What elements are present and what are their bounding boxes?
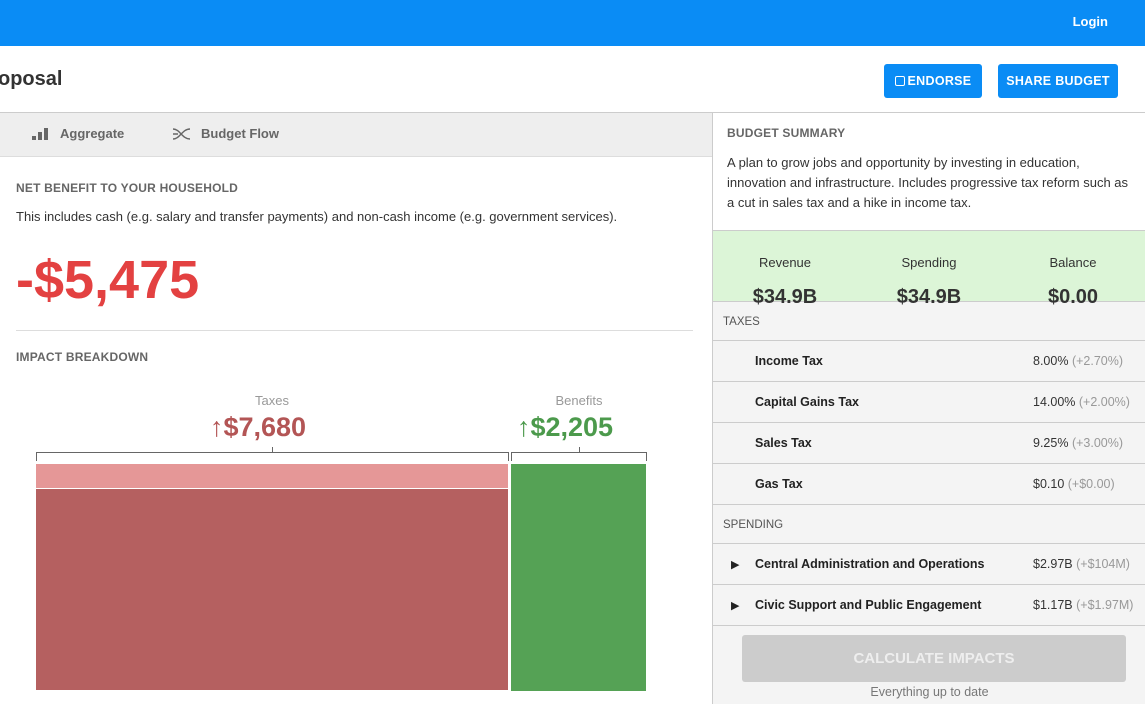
tax-row[interactable]: Sales Tax 9.25% (+3.00%) [713, 423, 1145, 464]
taxes-label: Taxes [255, 393, 289, 408]
bar-chart-icon [32, 127, 48, 140]
benefit-block [511, 464, 646, 691]
spending-value: $2.97B [1033, 557, 1073, 571]
tax-row[interactable]: Gas Tax $0.10 (+$0.00) [713, 464, 1145, 505]
tax-block-minor [36, 464, 508, 488]
tab-budget-flow[interactable]: Budget Flow [172, 126, 279, 141]
spending-value: $34.9B [896, 286, 962, 308]
balance-box: Revenue $34.9B Spending $34.9B Balance $0.0… [713, 230, 1145, 308]
endorse-label: ENDORSE [907, 74, 972, 88]
balance-label: Balance [1049, 255, 1097, 270]
budget-summary-panel: BUDGET SUMMARY A plan to grow jobs and o… [712, 113, 1145, 704]
net-benefit-description: This includes cash (e.g. salary and tran… [16, 209, 618, 224]
spending-row[interactable]: ▶ Civic Support and Public Engagement $1.1… [713, 585, 1145, 626]
tax-delta: (+2.70%) [1071, 354, 1124, 368]
tax-row[interactable]: Income Tax 8.00% (+2.70%) [713, 341, 1145, 382]
tab-label: Aggregate [60, 126, 125, 141]
net-benefit-heading: NET BENEFIT TO YOUR HOUSEHOLD [16, 181, 239, 195]
tax-delta: (+2.00%) [1078, 395, 1130, 409]
tax-row[interactable]: Capital Gains Tax 14.00% (+2.00%) [713, 382, 1145, 423]
spending-delta: (+$1.97M) [1076, 598, 1134, 612]
calc-status: Everything up to date [870, 685, 989, 699]
tab-aggregate[interactable]: Aggregate [32, 126, 124, 141]
tax-name: Income Tax [755, 354, 823, 368]
flow-icon [172, 127, 191, 140]
spending-delta: (+$104M) [1076, 557, 1130, 571]
budget-summary-heading: BUDGET SUMMARY [727, 126, 846, 140]
login-link[interactable]: Login [1072, 14, 1108, 29]
view-tabs: Aggregate Budget Flow [0, 113, 712, 157]
taxes-value: ↑$7,680 [209, 412, 307, 442]
tab-label: Budget Flow [201, 126, 279, 141]
tax-name: Capital Gains Tax [755, 395, 859, 409]
taxes-bracket [36, 447, 509, 461]
tax-name: Sales Tax [755, 436, 812, 450]
spending-name: Civic Support and Public Engagement [755, 598, 982, 612]
spending-row[interactable]: ▶ Central Administration and Operations $2… [713, 544, 1145, 585]
calculate-impacts-button[interactable]: CALCULATE IMPACTS [742, 635, 1126, 682]
benefits-value: ↑$2,205 [516, 412, 614, 442]
tax-block-major [36, 489, 508, 690]
endorse-button[interactable]: ENDORSE [884, 64, 982, 98]
spending-name: Central Administration and Operations [755, 557, 985, 571]
impact-treemap [36, 447, 647, 691]
impact-breakdown-heading: IMPACT BREAKDOWN [16, 350, 149, 364]
revenue-value: $34.9B [752, 286, 818, 308]
tax-value: $0.10 [1033, 477, 1065, 491]
spending-label: Spending [901, 255, 957, 270]
share-budget-button[interactable]: SHARE BUDGET [998, 64, 1118, 98]
expand-triangle-icon[interactable]: ▶ [731, 599, 740, 612]
balance-value: $0.00 [1047, 286, 1099, 308]
title-bar: oposal ENDORSE SHARE BUDGET [0, 46, 1145, 113]
top-bar: Login [0, 0, 1145, 46]
net-benefit-value: -$5,475 [16, 250, 200, 310]
divider [16, 330, 693, 331]
spending-section-heading: SPENDING [713, 505, 1145, 544]
spending-value: $1.17B [1033, 598, 1073, 612]
tax-name: Gas Tax [755, 477, 803, 491]
page-title: oposal [0, 68, 63, 90]
tax-delta: (+3.00%) [1071, 436, 1124, 450]
checkbox-icon [894, 76, 905, 86]
tax-delta: (+$0.00) [1067, 477, 1115, 491]
taxes-section-heading: TAXES [713, 302, 1145, 341]
budget-summary-text: A plan to grow jobs and opportunity by i… [727, 155, 1129, 210]
impact-panel: NET BENEFIT TO YOUR HOUSEHOLD This inclu… [0, 157, 712, 704]
tax-value: 8.00% [1033, 354, 1069, 368]
expand-triangle-icon[interactable]: ▶ [731, 558, 740, 571]
tax-value: 14.00% [1033, 395, 1076, 409]
revenue-label: Revenue [758, 255, 812, 270]
tax-value: 9.25% [1033, 436, 1069, 450]
benefits-label: Benefits [555, 393, 603, 408]
benefits-bracket [511, 447, 647, 461]
